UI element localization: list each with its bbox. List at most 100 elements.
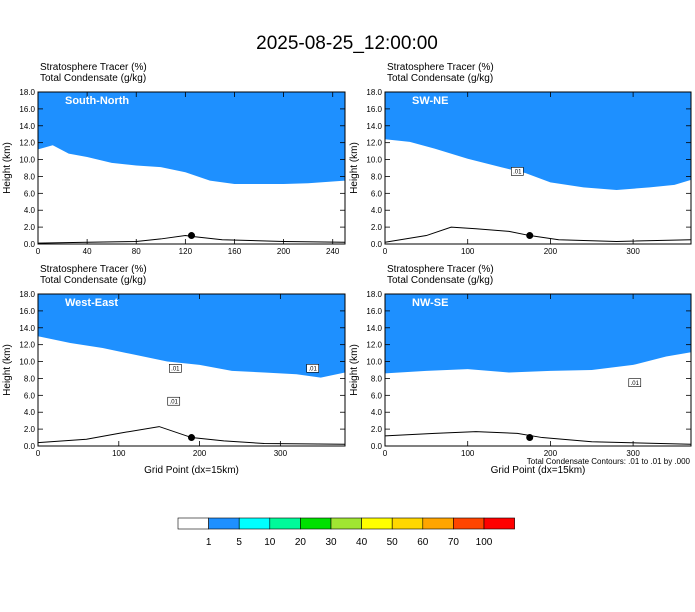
x-axis-label: Grid Point (dx=15km) (491, 465, 586, 476)
x-tick-label: 100 (461, 247, 475, 256)
colorbar-swatch (177, 517, 209, 530)
y-tick-label: 0.0 (24, 240, 36, 249)
x-axis-label: Grid Point (dx=15km) (144, 465, 239, 476)
tracer-fill (38, 294, 345, 445)
colorbar-label: 30 (325, 537, 337, 548)
x-tick-label: 0 (383, 449, 388, 458)
colorbar-swatch (391, 517, 424, 530)
contour-label-box (511, 167, 524, 176)
colorbar-label: 20 (295, 537, 307, 548)
contour-label-box (167, 396, 181, 406)
x-tick-label: 100 (461, 449, 475, 458)
panel-nw-se: .01 0.0 2.0 4.0 6.0 8.0 10.0 12.0 14.0 16.0 18.0 0 1… (349, 264, 692, 476)
x-tick-label: 300 (626, 449, 640, 458)
x-tick-label: 40 (83, 247, 92, 256)
figure-title: 2025-08-25_12:00:00 (256, 33, 438, 54)
colorbar-swatch (269, 517, 301, 530)
location-marker (526, 434, 534, 442)
tracer-band (38, 92, 345, 185)
y-tick-label: 18.0 (19, 88, 35, 97)
tracer-band (38, 294, 345, 378)
colorbar-label: 70 (448, 537, 460, 548)
y-tick-label: 4.0 (371, 206, 383, 215)
colorbar-swatch (483, 517, 515, 530)
plot-frame (384, 91, 692, 245)
tracer-fill (385, 294, 691, 445)
terrain-line (385, 431, 691, 445)
tracer-band (385, 92, 691, 190)
y-tick-label: 8.0 (371, 374, 383, 383)
plot-frame (37, 293, 346, 447)
x-tick-label: 0 (36, 247, 41, 256)
colorbar-label: 100 (476, 537, 493, 548)
contour-label: .01 (170, 399, 179, 405)
tracer-band (385, 294, 691, 374)
x-tick-label: 160 (228, 247, 242, 256)
location-marker (526, 232, 534, 240)
y-tick-label: 8.0 (24, 374, 36, 383)
x-tick-label: 300 (626, 247, 640, 256)
y-tick-label: 16.0 (366, 105, 382, 114)
colorbar-swatch (453, 517, 485, 530)
colorbar-swatch (330, 517, 362, 530)
terrain-line (385, 226, 691, 243)
y-tick-label: 6.0 (24, 189, 36, 198)
contour-label-box (306, 364, 319, 373)
panel-condensate-label: Total Condensate (g/kg) (40, 73, 146, 84)
y-tick-label: 0.0 (371, 240, 383, 249)
y-axis-label: Height (km) (2, 142, 13, 194)
panel-condensate-label: Total Condensate (g/kg) (387, 275, 493, 286)
y-tick-label: 2.0 (371, 425, 383, 434)
x-tick-label: 300 (274, 449, 288, 458)
section-label: NW-SE (412, 297, 448, 309)
y-tick-label: 14.0 (19, 122, 35, 131)
terrain-line (38, 235, 345, 244)
y-tick-label: 10.0 (366, 358, 382, 367)
x-tick-label: 200 (544, 247, 558, 256)
section-label: West-East (65, 297, 118, 309)
y-tick-label: 4.0 (24, 408, 36, 417)
contour-label-box (169, 364, 182, 373)
y-tick-label: 14.0 (19, 324, 35, 333)
y-tick-label: 12.0 (366, 139, 382, 148)
y-tick-label: 16.0 (366, 307, 382, 316)
panel-tracer-label: Stratosphere Tracer (%) (387, 62, 494, 73)
x-tick-label: 80 (132, 247, 141, 256)
colorbar: 1 5 10 20 30 40 50 60 70 100 (177, 517, 515, 548)
panel-west-east: .01 .01 .01 0.0 2.0 4.0 6.0 8.0 10.0 12.0 14.0 16.0… (2, 264, 346, 476)
y-tick-label: 0.0 (371, 442, 383, 451)
y-tick-label: 2.0 (24, 425, 36, 434)
contour-label: .01 (309, 367, 318, 373)
y-tick-label: 0.0 (24, 442, 36, 451)
contour-label: .01 (513, 170, 522, 176)
y-axis-label: Height (km) (349, 344, 360, 396)
panels: 0.0 2.0 4.0 6.0 8.0 10.0 12.0 14.0 16.0 18.0 0 40 80… (2, 62, 692, 476)
panel-tracer-label: Stratosphere Tracer (%) (387, 264, 494, 275)
y-axis-label: Height (km) (2, 344, 13, 396)
terrain-line (38, 426, 345, 445)
panel-tracer-label: Stratosphere Tracer (%) (40, 264, 147, 275)
x-tick-label: 100 (112, 449, 126, 458)
y-tick-label: 12.0 (19, 341, 35, 350)
colorbar-label: 10 (264, 537, 276, 548)
plot-frame (37, 91, 346, 245)
panel-south-north: 0.0 2.0 4.0 6.0 8.0 10.0 12.0 14.0 16.0 18.0 0 40 80… (2, 62, 346, 256)
y-tick-label: 12.0 (366, 341, 382, 350)
y-tick-label: 10.0 (19, 156, 35, 165)
section-label: South-North (65, 95, 129, 107)
x-tick-label: 200 (277, 247, 291, 256)
colorbar-label: 60 (417, 537, 429, 548)
panel-tracer-label: Stratosphere Tracer (%) (40, 62, 147, 73)
y-tick-label: 8.0 (371, 172, 383, 181)
colorbar-swatch (361, 517, 393, 530)
y-tick-label: 6.0 (24, 391, 36, 400)
y-tick-label: 10.0 (366, 156, 382, 165)
y-axis-label: Height (km) (349, 142, 360, 194)
y-tick-label: 2.0 (24, 223, 36, 232)
y-tick-label: 6.0 (371, 391, 383, 400)
y-tick-label: 14.0 (366, 324, 382, 333)
y-tick-label: 4.0 (24, 206, 36, 215)
x-tick-label: 0 (383, 247, 388, 256)
y-tick-label: 18.0 (366, 88, 382, 97)
